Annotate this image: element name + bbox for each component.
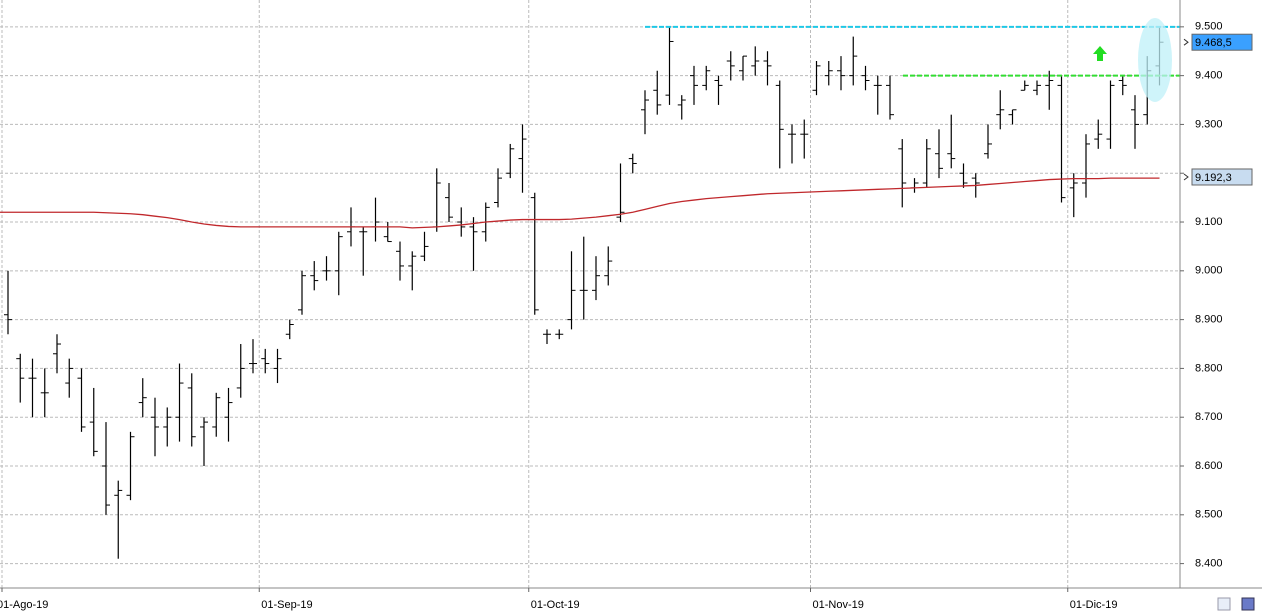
y-tick-label: 8.800 (1195, 362, 1223, 374)
y-tick-label: 8.600 (1195, 460, 1223, 472)
y-tick-label: 8.400 (1195, 558, 1223, 570)
y-tick-label: 9.300 (1195, 118, 1223, 130)
y-tick-label: 9.400 (1195, 70, 1223, 82)
x-tick-label: 01-Nov-19 (813, 599, 864, 611)
up-arrow (1093, 46, 1107, 61)
x-tick-label: 01-Sep-19 (261, 599, 312, 611)
y-tick-label: 9.100 (1195, 216, 1223, 228)
y-tick-label: 8.500 (1195, 509, 1223, 521)
price-label: 9.468,5 (1195, 37, 1232, 49)
y-tick-label: 9.500 (1195, 21, 1223, 33)
price-marker (1183, 38, 1189, 46)
price-label: 9.192,3 (1195, 172, 1232, 184)
moving-average (0, 177, 1160, 229)
highlight-ellipse (1138, 18, 1172, 102)
y-tick-label: 8.700 (1195, 411, 1223, 423)
price-label-box (1191, 33, 1253, 51)
x-tick-label: 01-Ago-19 (0, 599, 48, 611)
plot (0, 25, 1180, 559)
x-tick-label: 01-Oct-19 (531, 599, 580, 611)
icon-save[interactable] (1241, 597, 1255, 611)
price-label-box (1191, 168, 1253, 186)
x-tick-label: 01-Dic-19 (1070, 599, 1118, 611)
price-marker (1183, 173, 1189, 181)
y-tick-label: 9.000 (1195, 265, 1223, 277)
y-tick-label: 8.900 (1195, 314, 1223, 326)
grid (0, 0, 1180, 588)
icon-refresh[interactable] (1217, 597, 1231, 611)
